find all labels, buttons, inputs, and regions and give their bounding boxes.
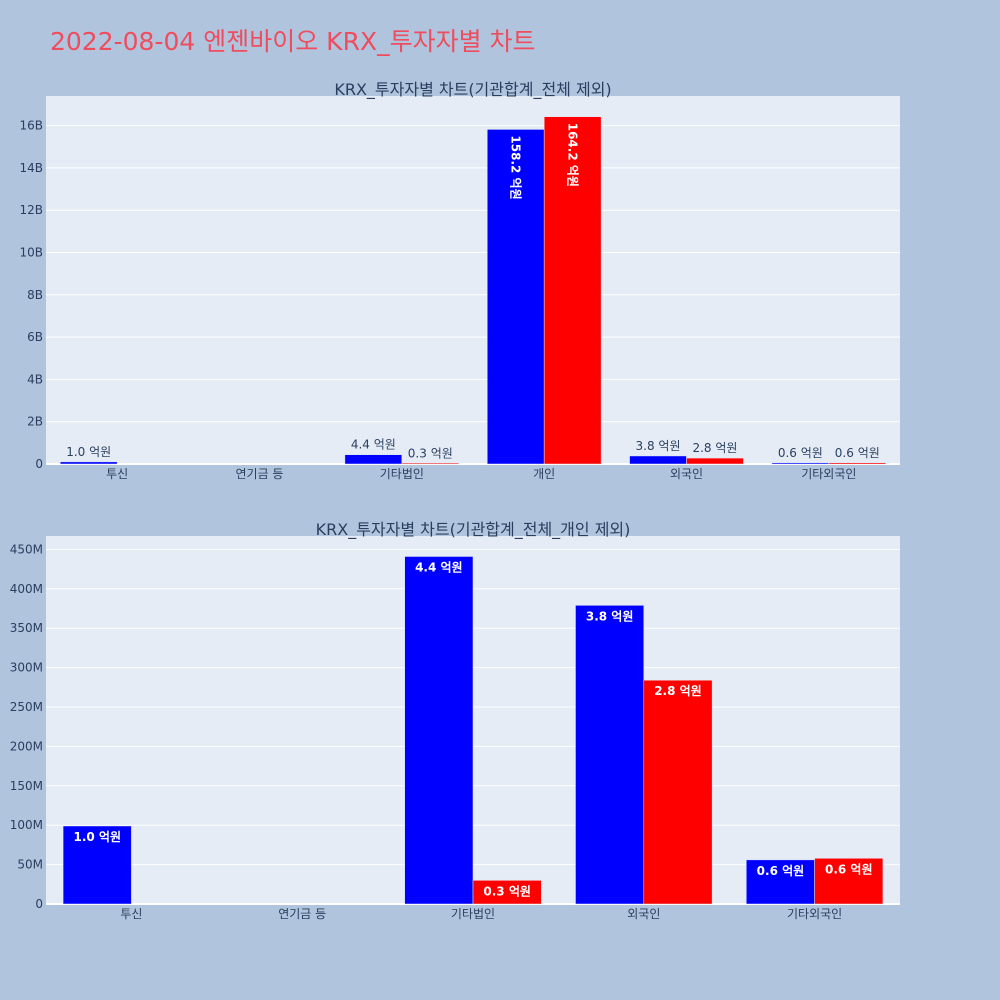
data-label: 0.6 억원 <box>835 446 880 460</box>
y-tick-label: 0 <box>35 897 43 911</box>
y-tick-label: 350M <box>10 621 43 635</box>
page-title: 2022-08-04 엔젠바이오 KRX_투자자별 차트 <box>50 27 536 56</box>
chart-title: KRX_투자자별 차트(기관합계_전체_개인 제외) <box>316 520 631 540</box>
data-label: 164.2 억원 <box>566 123 580 187</box>
bar <box>746 859 815 905</box>
bar <box>543 116 602 465</box>
data-label: 3.8 억원 <box>586 609 634 623</box>
chart-2: 0 50M 100M 150M 200M 250M 300M 350M 400M 450M KRX_… <box>10 520 900 921</box>
x-tick-label: 연기금 등 <box>278 907 326 921</box>
x-tick-label: 투신 <box>106 467 128 481</box>
y-tick-label: 450M <box>10 542 43 556</box>
bar <box>401 462 460 465</box>
y-tick-label: 10B <box>19 246 43 260</box>
bar <box>486 129 545 465</box>
data-label: 1.0 억원 <box>66 445 111 459</box>
x-tick-label: 기타법인 <box>380 467 424 481</box>
bar <box>771 462 830 465</box>
y-tick-label: 250M <box>10 700 43 714</box>
data-label: 4.4 억원 <box>415 560 463 574</box>
x-tick-label: 기타외국인 <box>787 907 842 921</box>
bar <box>828 462 887 465</box>
chart-title: KRX_투자자별 차트(기관합계_전체 제외) <box>334 80 611 100</box>
x-tick-label: 외국인 <box>670 467 703 481</box>
data-label: 0.6 억원 <box>757 864 805 878</box>
y-tick-label: 14B <box>19 161 43 175</box>
chart-1: 0 2B 4B 6B 8B 10B 12B 14B 16B KRX_투자자별 차트(기관합계_전체… <box>19 80 900 481</box>
y-tick-label: 6B <box>27 330 43 344</box>
data-label: 1.0 억원 <box>73 830 121 844</box>
y-tick-label: 400M <box>10 582 43 596</box>
bar <box>404 556 474 905</box>
bar <box>344 454 403 465</box>
y-tick-label: 300M <box>10 661 43 675</box>
y-tick-label: 100M <box>10 818 43 832</box>
data-label: 0.3 억원 <box>483 884 531 898</box>
bar <box>575 605 645 905</box>
y-tick-label: 16B <box>19 119 43 133</box>
y-tick-label: 200M <box>10 739 43 753</box>
data-label: 0.6 억원 <box>825 862 873 876</box>
data-label: 0.6 억원 <box>778 446 823 460</box>
y-tick-label: 50M <box>17 858 43 872</box>
data-label: 2.8 억원 <box>692 441 737 455</box>
x-tick-label: 외국인 <box>627 907 660 921</box>
y-tick-label: 150M <box>10 779 43 793</box>
y-tick-label: 0 <box>35 457 43 471</box>
bar <box>686 457 744 465</box>
x-tick-label: 개인 <box>533 467 555 481</box>
data-label: 2.8 억원 <box>654 684 702 698</box>
x-tick-label: 기타외국인 <box>801 467 856 481</box>
y-tick-label: 8B <box>27 288 43 302</box>
y-tick-label: 12B <box>19 203 43 217</box>
plot-area <box>46 96 900 464</box>
data-label: 158.2 억원 <box>509 135 523 199</box>
x-tick-label: 기타법인 <box>451 907 495 921</box>
data-label: 0.3 억원 <box>408 446 453 460</box>
y-tick-label: 4B <box>27 372 43 386</box>
y-tick-label: 2B <box>27 415 43 429</box>
data-label: 3.8 억원 <box>636 439 681 453</box>
bar <box>59 461 118 465</box>
bar <box>472 880 542 905</box>
bar <box>643 679 713 905</box>
bar <box>629 455 687 465</box>
data-label: 4.4 억원 <box>351 438 396 452</box>
x-tick-label: 투신 <box>120 907 142 921</box>
x-tick-label: 연기금 등 <box>236 467 284 481</box>
bar <box>814 858 884 905</box>
bar <box>62 825 132 905</box>
